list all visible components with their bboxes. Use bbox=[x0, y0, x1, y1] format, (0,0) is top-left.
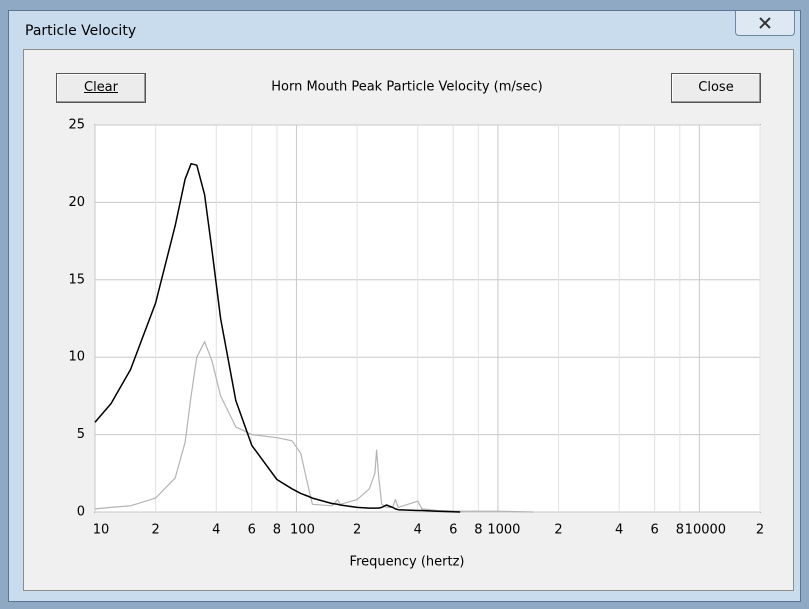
x-axis-label: Frequency (hertz) bbox=[350, 555, 465, 570]
x-tick-label: 6 bbox=[651, 523, 659, 538]
series-line bbox=[94, 162, 461, 513]
close-button[interactable]: Close bbox=[671, 73, 761, 103]
x-tick-label: 4 bbox=[414, 523, 422, 538]
x-tick-label: 6 bbox=[449, 523, 457, 538]
x-tick-label: 4 bbox=[212, 523, 220, 538]
x-tick-label: 1000 bbox=[487, 523, 520, 538]
y-tick-label: 0 bbox=[77, 505, 85, 520]
x-tick-label: 100 bbox=[290, 523, 315, 538]
x-tick-label: 8 bbox=[273, 523, 281, 538]
window-title: Particle Velocity bbox=[25, 23, 137, 39]
x-tick-label: 2 bbox=[756, 523, 764, 538]
x-tick-label: 8 bbox=[676, 523, 684, 538]
x-tick-label: 4 bbox=[615, 523, 623, 538]
series-line bbox=[94, 341, 534, 513]
x-tick-label: 8 bbox=[474, 523, 482, 538]
chart-title: Horn Mouth Peak Particle Velocity (m/sec… bbox=[271, 80, 543, 95]
x-tick-label: 6 bbox=[248, 523, 256, 538]
y-tick-label: 15 bbox=[68, 272, 85, 287]
y-tick-label: 20 bbox=[68, 195, 85, 210]
close-icon bbox=[759, 17, 771, 29]
x-tick-label: 2 bbox=[152, 523, 160, 538]
plot-area bbox=[94, 124, 761, 513]
y-tick-label: 5 bbox=[77, 427, 85, 442]
clear-button[interactable]: Clear bbox=[56, 73, 146, 103]
x-tick-label: 10 bbox=[93, 523, 110, 538]
x-tick-label: 10000 bbox=[685, 523, 726, 538]
x-tick-label: 2 bbox=[353, 523, 361, 538]
close-window-button[interactable] bbox=[735, 11, 795, 36]
y-tick-label: 10 bbox=[68, 350, 85, 365]
y-tick-label: 25 bbox=[68, 118, 85, 133]
x-tick-label: 2 bbox=[554, 523, 562, 538]
